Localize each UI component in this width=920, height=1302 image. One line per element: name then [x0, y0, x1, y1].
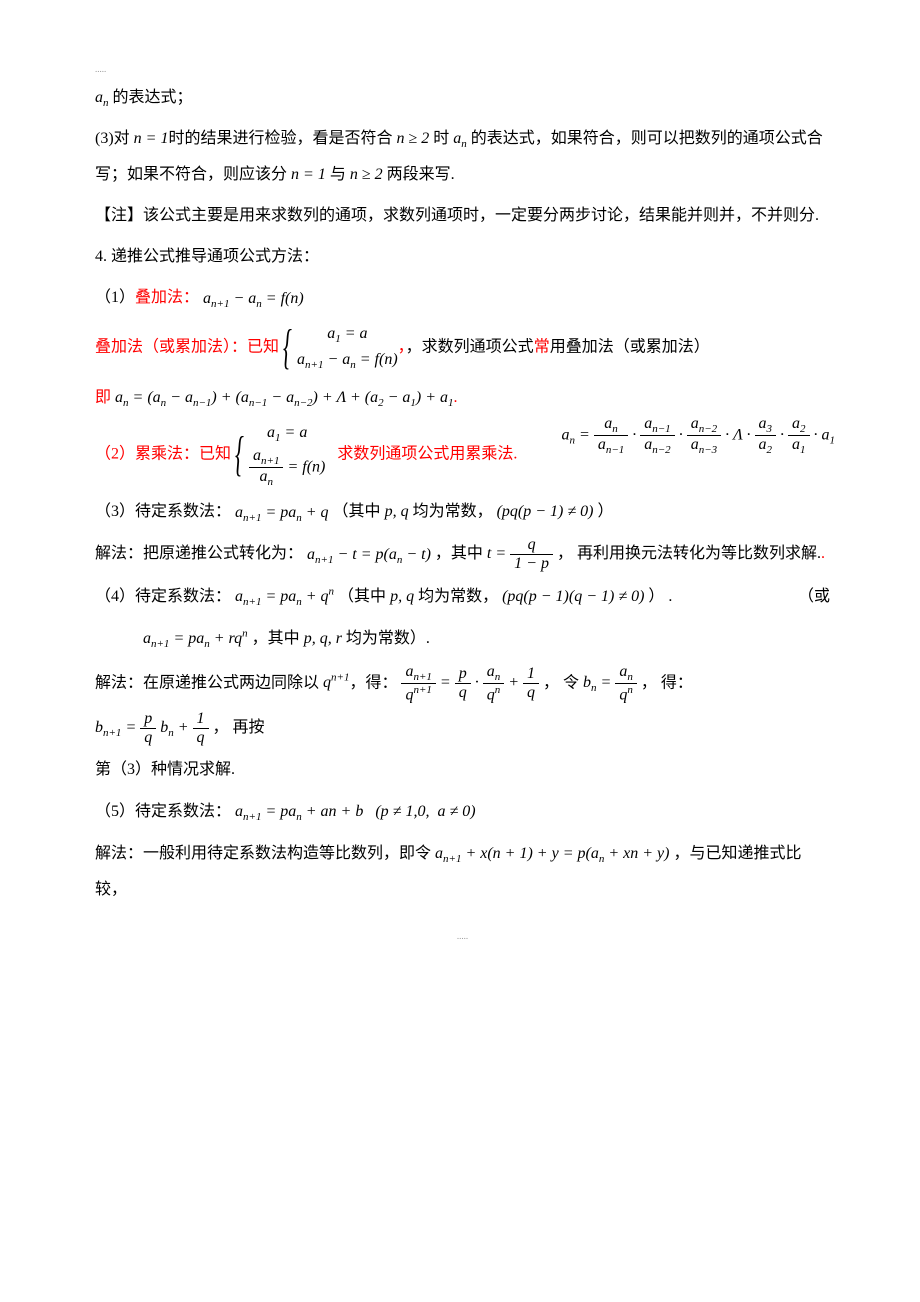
top-dots: .....: [95, 60, 830, 80]
p4: 4. 递推公式推导通项公式方法：: [95, 239, 830, 274]
method-4-solution: 解法：在原递推公式两边同除以 qn+1，得： an+1qn+1 = pq · a…: [95, 663, 830, 704]
method-4-solution-2: bn+1 = pq bn + 1q ， 再按: [95, 710, 830, 747]
p1-math: an: [95, 89, 109, 106]
method-1: （1）叠加法： an+1 − an = f(n): [95, 280, 830, 316]
method-3: （3）待定系数法： an+1 = pan + q （其中 p, q 均为常数， …: [95, 494, 830, 530]
method-5-solution: 解法：一般利用待定系数法构造等比数列，即令 an+1 + x(n + 1) + …: [95, 836, 830, 907]
p3: 【注】该公式主要是用来求数列的通项，求数列通项时，一定要分两步讨论，结果能并则并…: [95, 198, 830, 233]
method-4-solution-3: 第（3）种情况求解.: [95, 752, 830, 787]
method-3-solution: 解法：把原递推公式转化为： an+1 − t = p(an − t) ，其中 t…: [95, 536, 830, 573]
method-2: an = anan−1 · an−1an−2 · an−2an−3 · Λ · …: [95, 421, 830, 488]
p1: an 的表达式；: [95, 80, 830, 115]
method-1-detail: 叠加法（或累加法）：已知 a1 = a an+1 − an = f(n) ，，求…: [95, 322, 830, 373]
method-4-alt: an+1 = pan + rqn ，其中 p, q, r 均为常数）.: [95, 621, 830, 657]
p2: (3)对 n = 1时的结果进行检验，看是否符合 n ≥ 2 时 an 的表达式…: [95, 121, 830, 192]
method-1-result: 即 an = (an − an−1) + (an−1 − an−2) + Λ +…: [95, 380, 830, 415]
bottom-dots: .....: [95, 927, 830, 947]
method-5: （5）待定系数法： an+1 = pan + an + b (p ≠ 1,0, …: [95, 794, 830, 830]
method-4: （4）待定系数法： an+1 = pan + qn （其中 p, q 均为常数，…: [95, 579, 830, 615]
